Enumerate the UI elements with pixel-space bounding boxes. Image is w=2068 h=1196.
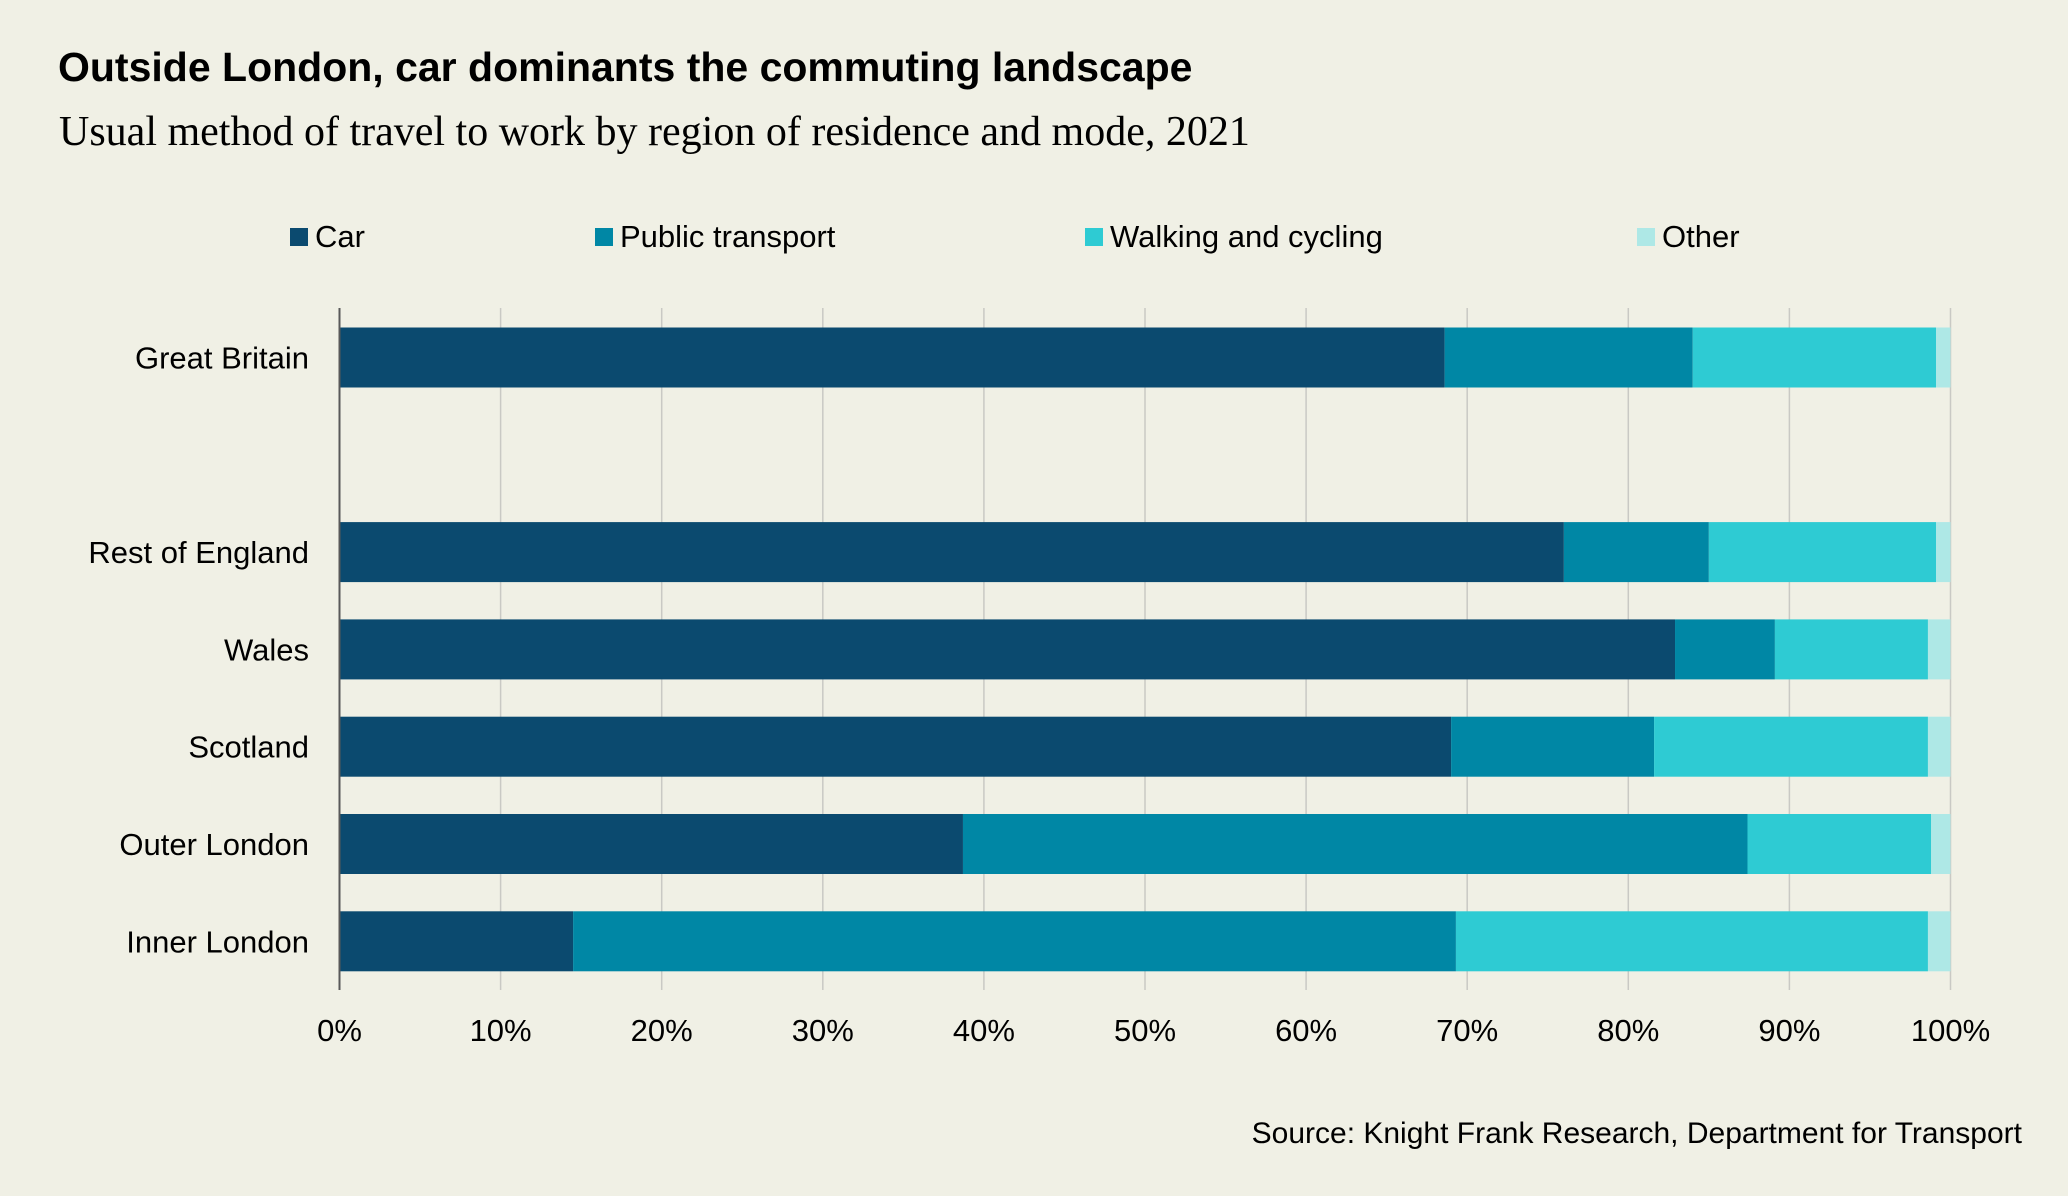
bar-inner-london — [339, 911, 1951, 972]
bar-segment-walking-and-cycling — [1455, 911, 1928, 972]
y-category-label: Outer London — [119, 827, 309, 862]
x-tick-label: 100% — [1911, 1013, 1990, 1048]
legend-swatch-other — [1637, 228, 1655, 246]
x-tick-label: 80% — [1597, 1013, 1659, 1048]
x-tick-label: 40% — [953, 1013, 1015, 1048]
bar-segment-walking-and-cycling — [1692, 327, 1937, 388]
bar-segment-public-transport — [573, 911, 1456, 972]
x-tick-label: 50% — [1114, 1013, 1176, 1048]
bars — [339, 327, 1951, 972]
x-tick-label: 20% — [631, 1013, 693, 1048]
chart-title: Outside London, car dominants the commut… — [58, 44, 1193, 90]
bar-segment-other — [1927, 619, 1951, 680]
x-tick-label: 0% — [317, 1013, 362, 1048]
y-category-label: Wales — [224, 632, 309, 667]
y-axis-labels: Great Britain Rest of England Wales Scotlan… — [88, 341, 309, 960]
legend-label: Walking and cycling — [1110, 219, 1383, 254]
legend-item-walking-cycling: Walking and cycling — [1085, 219, 1383, 254]
bar-segment-other — [1936, 522, 1951, 583]
legend-swatch-car — [290, 228, 308, 246]
bar-segment-public-transport — [962, 814, 1748, 874]
chart-subtitle: Usual method of travel to work by region… — [59, 109, 1250, 155]
source-note: Source: Knight Frank Research, Departmen… — [1251, 1117, 2022, 1150]
legend-swatch-walking-cycling — [1085, 228, 1103, 246]
bar-segment-car — [339, 619, 1676, 680]
bar-segment-public-transport — [1675, 619, 1775, 680]
bar-segment-other — [1927, 911, 1951, 972]
legend-swatch-public-transport — [595, 228, 613, 246]
x-tick-label: 10% — [470, 1013, 532, 1048]
bar-segment-other — [1927, 716, 1951, 777]
bar-segment-car — [339, 814, 963, 874]
bar-segment-other — [1936, 327, 1951, 388]
bar-segment-walking-and-cycling — [1654, 716, 1928, 777]
bar-segment-car — [339, 522, 1564, 583]
bar-segment-public-transport — [1563, 522, 1709, 583]
x-tick-label: 70% — [1436, 1013, 1498, 1048]
legend-label: Other — [1662, 219, 1740, 254]
bar-segment-walking-and-cycling — [1774, 619, 1928, 680]
bar-wales — [339, 619, 1951, 680]
legend-label: Public transport — [620, 219, 836, 254]
bar-segment-public-transport — [1451, 716, 1655, 777]
bar-segment-car — [339, 716, 1452, 777]
y-category-label: Inner London — [126, 924, 309, 959]
legend-label: Car — [315, 219, 365, 254]
x-tick-label: 60% — [1275, 1013, 1337, 1048]
bar-segment-other — [1931, 814, 1951, 874]
bar-segment-public-transport — [1444, 327, 1693, 388]
y-category-label: Rest of England — [88, 535, 309, 570]
legend-item-other: Other — [1637, 219, 1740, 254]
bar-segment-car — [339, 327, 1445, 388]
legend-item-public-transport: Public transport — [595, 219, 836, 254]
x-tick-label: 30% — [792, 1013, 854, 1048]
bar-segment-walking-and-cycling — [1747, 814, 1932, 874]
bar-scotland — [339, 716, 1951, 777]
y-category-label: Scotland — [188, 730, 309, 765]
bar-great-britain — [339, 327, 1951, 388]
legend-item-car: Car — [290, 219, 365, 254]
bar-segment-walking-and-cycling — [1708, 522, 1937, 583]
y-category-label: Great Britain — [135, 341, 309, 376]
bar-outer-london — [339, 814, 1951, 874]
bar-rest-of-england — [339, 522, 1951, 583]
bar-segment-car — [339, 911, 574, 972]
x-tick-label: 90% — [1758, 1013, 1820, 1048]
x-axis-tick-labels: 0% 10% 20% 30% 40% 50% 60% 70% 80% 90% 100% — [317, 1013, 1990, 1048]
